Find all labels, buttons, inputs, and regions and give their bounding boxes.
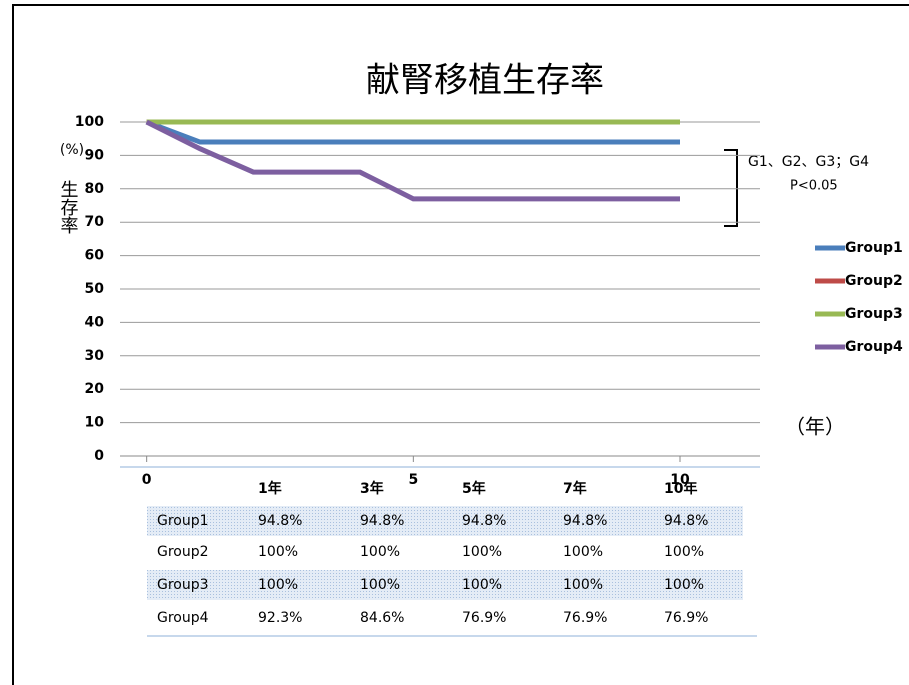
- table-cell: 94.8%: [258, 513, 302, 529]
- legend-label: Group4: [845, 339, 903, 355]
- table-cell: 76.9%: [664, 610, 708, 626]
- table-cell: 100%: [462, 577, 502, 593]
- table-cell: 94.8%: [664, 513, 708, 529]
- y-tick-label: 60: [85, 248, 105, 264]
- y-tick-label: 10: [85, 415, 105, 431]
- table-cell: 100%: [563, 577, 603, 593]
- y-tick-label: 70: [85, 214, 105, 230]
- annotation: P<0.05: [790, 179, 838, 194]
- header-cell: 10年: [664, 480, 697, 497]
- table-cell: Group2: [157, 544, 209, 560]
- table-cell: Group4: [157, 610, 209, 626]
- x-tick-label: 0: [142, 472, 152, 488]
- table-cell: Group3: [157, 577, 209, 593]
- x-axis-label: （年）: [785, 415, 845, 439]
- table-cell: 100%: [258, 544, 298, 560]
- y-unit: (%): [60, 142, 84, 158]
- header-cell: 1年: [258, 480, 282, 497]
- header-cell: 5年: [462, 480, 486, 497]
- row-band: [147, 570, 743, 600]
- legend-label: Group3: [845, 306, 903, 322]
- legend-label: Group2: [845, 273, 903, 289]
- table-cell: 100%: [360, 577, 400, 593]
- table-cell: 100%: [258, 577, 298, 593]
- table: 1年 3年 5年 7年 10年 Group1 94.8% 94.8% 94.8% 94.8% 94.…: [147, 480, 757, 637]
- table-cell: 84.6%: [360, 610, 404, 626]
- y-tick-label: 40: [85, 314, 105, 330]
- chart-title: 献腎移植生存率: [366, 61, 604, 101]
- table-cell: 100%: [462, 544, 502, 560]
- bracket: [724, 149, 738, 227]
- table-cell: 100%: [563, 544, 603, 560]
- table-cell: 100%: [664, 577, 704, 593]
- y-tick-label: 80: [85, 181, 105, 197]
- table-cell: 94.8%: [462, 513, 506, 529]
- table-cell: Group1: [157, 513, 209, 529]
- y-tick-label: 20: [85, 381, 105, 397]
- line-series: [145, 119, 680, 145]
- header-cell: 3年: [360, 480, 384, 497]
- table-cell: 100%: [360, 544, 400, 560]
- row-band: [147, 506, 743, 536]
- table-cell: 92.3%: [258, 610, 302, 626]
- slide-border: [12, 4, 909, 685]
- table-cell: 94.8%: [360, 513, 404, 529]
- y-tick-label: 50: [85, 281, 105, 297]
- legend-label: Group1: [845, 240, 903, 256]
- header-cell: 7年: [563, 480, 587, 497]
- table-cell: 94.8%: [563, 513, 607, 529]
- y-tick-label: 100: [75, 114, 104, 130]
- line-series: [145, 119, 680, 202]
- x-tick-label: 10: [670, 472, 690, 488]
- y-tick-label: 90: [85, 147, 105, 163]
- x-tick-label: 5: [408, 472, 418, 488]
- y-axis-label: 生存率: [58, 180, 79, 234]
- y-tick-label: 0: [94, 448, 104, 464]
- table-cell: 100%: [664, 544, 704, 560]
- annotation: G1、G2、G3；G4: [748, 154, 869, 170]
- table-cell: 76.9%: [462, 610, 506, 626]
- y-tick-label: 30: [85, 348, 105, 364]
- table-cell: 76.9%: [563, 610, 607, 626]
